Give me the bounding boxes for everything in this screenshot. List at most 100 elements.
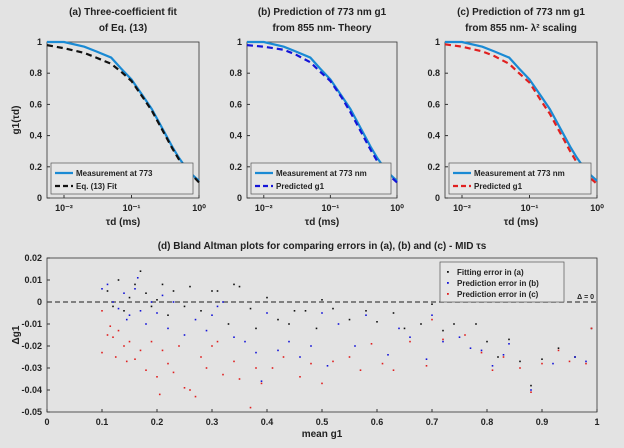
scatter-point-1 <box>321 312 323 314</box>
scatter-point-2 <box>216 340 219 343</box>
scatter-point-2 <box>109 325 112 327</box>
scatter-point-1 <box>288 340 290 343</box>
series-line-1 <box>46 44 200 184</box>
scatter-point-0 <box>431 303 433 305</box>
scatter-point-0 <box>161 283 164 286</box>
scatter-point-2 <box>123 345 125 347</box>
x-tick-label: 10⁻¹ <box>521 203 539 213</box>
scatter-point-2 <box>409 340 411 343</box>
x-tick-label: 10⁻¹ <box>123 203 141 213</box>
scatter-point-2 <box>128 340 131 343</box>
scatter-point-2 <box>491 369 494 371</box>
y-tick-label: 0.02 <box>24 253 42 263</box>
scatter-point-1 <box>172 301 175 303</box>
y-tick-label: 1 <box>37 37 42 47</box>
legend-label: Measurement at 773 nm <box>276 169 367 178</box>
chart-title: (c) Prediction of 773 nm g1 <box>457 7 585 18</box>
y-tick-label: -0.02 <box>21 341 42 351</box>
scatter-point-0 <box>189 285 191 288</box>
scatter-point-2 <box>156 376 158 378</box>
y-tick-label: 0.2 <box>427 162 440 172</box>
scatter-point-0 <box>497 356 499 358</box>
scatter-point-2 <box>205 367 208 369</box>
x-tick-label: 10⁻² <box>255 203 273 213</box>
scatter-point-0 <box>139 270 142 272</box>
scatter-point-0 <box>266 296 268 299</box>
legend-box <box>250 162 392 195</box>
scatter-point-0 <box>156 299 158 301</box>
series-line-0 <box>445 40 598 182</box>
legend-label: Predicted g1 <box>474 182 523 191</box>
x-tick-label: 10⁻² <box>55 203 73 213</box>
x-axis-label: τd (ms) <box>106 217 140 228</box>
scatter-point-1 <box>194 318 197 321</box>
x-tick-label: 0.5 <box>316 417 329 427</box>
scatter-point-0 <box>293 310 296 312</box>
scatter-point-0 <box>508 338 510 341</box>
y-tick-label: 0 <box>37 297 42 307</box>
scatter-point-2 <box>442 338 444 341</box>
x-tick-label: 0.3 <box>206 417 219 427</box>
legend: Measurement at 773 nm Predicted g1 <box>250 162 392 195</box>
scatter-point-1 <box>354 345 356 347</box>
scatter-point-0 <box>216 290 219 292</box>
x-axis-label: τd (ms) <box>305 217 339 228</box>
scatter-point-2 <box>134 358 136 360</box>
scatter-point-1 <box>145 323 147 325</box>
scatter-point-2 <box>222 373 224 376</box>
scatter-point-1 <box>431 314 433 316</box>
chart-title: of Eq. (13) <box>99 23 147 34</box>
scatter-point-2 <box>158 393 161 396</box>
scatter-point-0 <box>183 305 186 308</box>
scatter-point-2 <box>310 362 312 365</box>
scatter-point-1 <box>106 283 109 286</box>
scatter-point-2 <box>194 395 197 398</box>
y-tick-label: 0.4 <box>29 131 42 141</box>
x-tick-label: 0.2 <box>151 417 164 427</box>
legend-box <box>439 261 565 303</box>
scatter-point-2 <box>238 378 241 380</box>
series-line-0 <box>47 40 200 182</box>
plot-frame <box>46 41 200 199</box>
scatter-point-0 <box>420 323 422 325</box>
scatter-point-1 <box>530 389 532 391</box>
y-axis-label: Δg1 <box>11 325 22 344</box>
scatter-point-2 <box>183 387 186 389</box>
scatter-point-0 <box>376 321 378 323</box>
scatter-point-2 <box>568 360 571 363</box>
scatter-point-1 <box>134 288 136 290</box>
scatter-point-0 <box>277 318 279 321</box>
scatter-point-1 <box>299 356 301 358</box>
scatter-point-1 <box>277 349 279 352</box>
y-tick-label: 0.4 <box>427 131 440 141</box>
legend-label: Prediction error in (c) <box>457 290 539 299</box>
scatter-point-0 <box>128 296 131 299</box>
legend-label: Measurement at 773 nm <box>474 169 565 178</box>
scatter-point-1 <box>123 292 125 294</box>
scatter-point-1 <box>183 334 186 336</box>
y-tick-label: 0.8 <box>229 68 242 78</box>
scatter-point-2 <box>117 329 120 332</box>
scatter-point-1 <box>139 310 142 312</box>
scatter-point-1 <box>574 356 576 358</box>
x-tick-label: 0.4 <box>261 417 274 427</box>
scatter-point-2 <box>172 371 175 374</box>
scatter-point-1 <box>260 380 263 382</box>
scatter-point-0 <box>392 312 395 314</box>
scatter-point-1 <box>508 343 510 345</box>
scatter-point-2 <box>189 389 191 391</box>
x-tick-label: 0 <box>44 417 49 427</box>
scatter-point-1 <box>117 307 120 310</box>
scatter-point-0 <box>332 307 334 310</box>
scatter-point-2 <box>381 362 384 365</box>
y-tick-label: -0.04 <box>21 385 42 395</box>
scatter-point-0 <box>117 279 120 281</box>
scatter-point-1 <box>469 347 472 349</box>
scatter-point-2 <box>425 365 428 367</box>
scatter-point-0 <box>304 310 307 312</box>
scatter-point-0 <box>233 283 235 286</box>
scatter-point-2 <box>260 382 263 385</box>
scatter-point-1 <box>156 312 158 314</box>
scatter-point-0 <box>486 340 488 343</box>
